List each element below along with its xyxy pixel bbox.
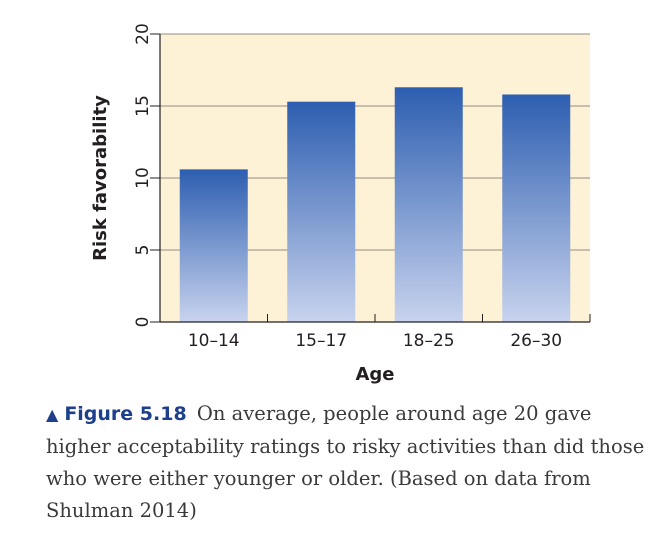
figure-label: Figure 5.18 <box>64 403 187 425</box>
x-tick-label: 15–17 <box>295 331 347 351</box>
triangle-icon: ▲ <box>46 405 59 424</box>
bar <box>179 169 248 322</box>
bar <box>287 101 356 323</box>
caption-text: On average, people around age 20 gave hi… <box>46 402 645 522</box>
x-tick-label: 26–30 <box>510 331 562 351</box>
x-tick-label: 18–25 <box>403 331 455 351</box>
y-tick-label: 0 <box>133 317 153 328</box>
x-tick-label: 10–14 <box>188 331 240 351</box>
y-tick-label: 10 <box>133 167 153 189</box>
bar-chart: 0 5 10 15 20 10–14 15–17 18–25 26–30 Age Risk fa… <box>90 23 591 385</box>
figure-caption: ▲ Figure 5.18 On average, people around a… <box>46 398 646 527</box>
bar <box>502 94 571 322</box>
x-axis-title: Age <box>355 364 394 385</box>
y-tick-label: 5 <box>133 245 153 256</box>
y-axis-title: Risk favorability <box>90 95 111 261</box>
bar <box>394 87 463 322</box>
y-tick-label: 15 <box>133 95 153 117</box>
y-tick-label: 20 <box>133 23 153 45</box>
